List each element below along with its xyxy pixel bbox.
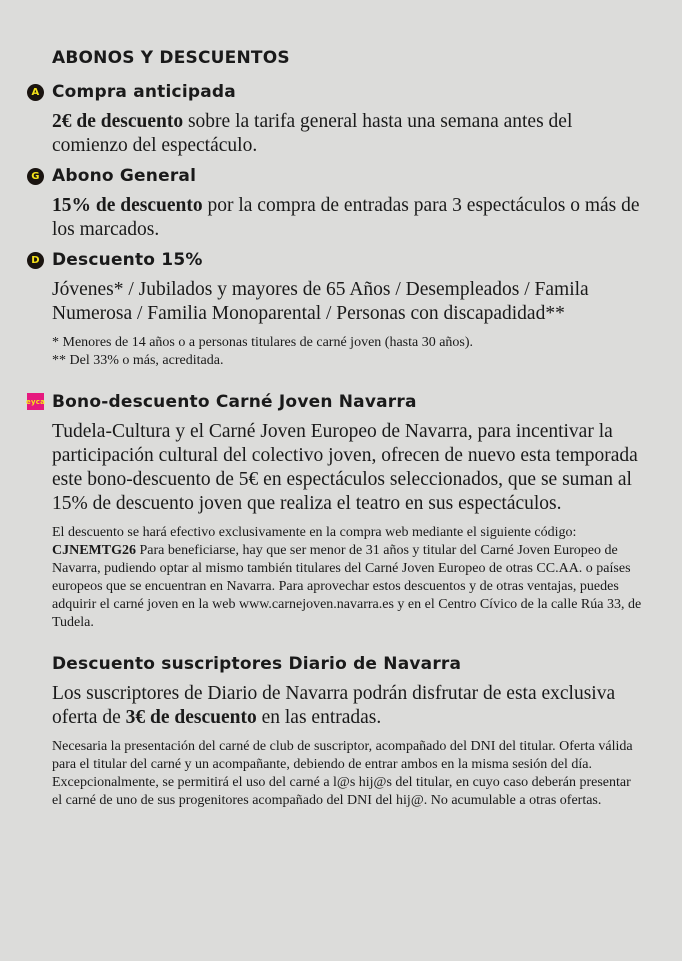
section-heading: G Abono General (27, 166, 642, 186)
section-heading: Descuento suscriptores Diario de Navarra (52, 654, 462, 674)
badge-a-icon: A (27, 84, 44, 101)
section-heading: D Descuento 15% (27, 250, 642, 270)
section-text: 2€ de descuento sobre la tarifa general … (52, 111, 573, 156)
section-small-text: Necesaria la presentación del carné de c… (52, 739, 633, 808)
footnote: * Menores de 14 años o a personas titula… (52, 335, 474, 350)
document: ABONOS Y DESCUENTOS A Compra anticipada 2… (26, 48, 642, 810)
footnote: ** Del 33% o más, acreditada. (52, 353, 224, 368)
badge-d-icon: D (27, 252, 44, 269)
section-text: Jóvenes* / Jubilados y mayores de 65 Año… (52, 279, 589, 324)
section-text: Los suscriptores de Diario de Navarra po… (52, 683, 616, 728)
page-title: ABONOS Y DESCUENTOS (52, 48, 290, 68)
section-heading: eyca Bono-descuento Carné Joven Navarra (26, 392, 417, 412)
eyca-logo-icon: eyca (26, 393, 45, 410)
section-heading: A Compra anticipada (27, 82, 642, 102)
section-text: 15% de descuento por la compra de entrad… (52, 195, 640, 240)
section-text: Tudela-Cultura y el Carné Joven Europeo … (52, 421, 638, 514)
badge-g-icon: G (27, 168, 44, 185)
section-small-text: El descuento se hará efectivo exclusivam… (52, 525, 642, 630)
